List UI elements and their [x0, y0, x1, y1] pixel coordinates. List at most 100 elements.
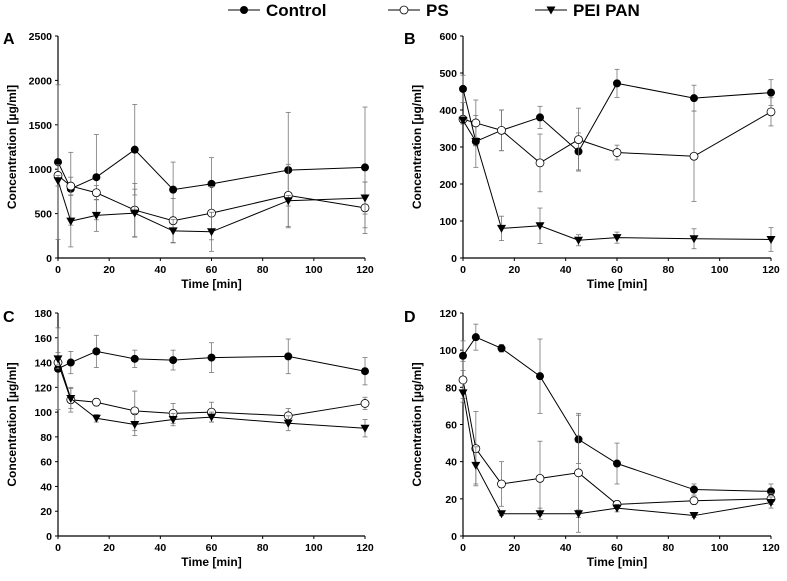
- y-axis-label: Concentration [µg/ml]: [410, 362, 424, 486]
- y-tick-label: 600: [439, 31, 457, 43]
- marker-control: [240, 6, 248, 14]
- x-tick-label: 20: [103, 542, 115, 554]
- y-tick-label: 40: [40, 481, 52, 493]
- y-axis-label: Concentration [µg/ml]: [410, 85, 424, 209]
- x-tick-label: 20: [508, 542, 520, 554]
- y-tick-label: 120: [439, 308, 457, 320]
- marker-control: [459, 351, 467, 360]
- y-tick-label: 180: [34, 308, 52, 320]
- series-line: [57, 358, 366, 429]
- marker-ps: [458, 375, 468, 385]
- marker-control: [361, 163, 369, 172]
- marker-ps: [689, 496, 699, 506]
- x-axis-label: Time [min]: [181, 555, 241, 569]
- marker-pei-pan: [130, 209, 140, 218]
- marker-ps: [574, 468, 583, 478]
- series-line: [462, 120, 772, 241]
- marker-ps: [471, 118, 481, 128]
- marker-pei-pan: [471, 461, 481, 470]
- panel-B: B 0 100 200 300 400 500 600 0 20 40 60 80 100 120 Time …: [404, 31, 780, 291]
- panel-A: A 0 500 1000 1500 2000 2500 0 20 40 60 80 100 120 Time…: [3, 31, 374, 291]
- marker-ps: [612, 148, 622, 157]
- marker-pei-pan: [612, 504, 622, 513]
- y-tick-label: 80: [445, 382, 457, 394]
- marker-pei-pan: [546, 6, 556, 15]
- marker-pei-pan: [360, 424, 370, 433]
- y-tick-label: 100: [34, 407, 52, 419]
- y-tick-label: 200: [439, 179, 457, 191]
- marker-pei-pan: [168, 227, 178, 236]
- x-tick-label: 120: [762, 264, 780, 276]
- legend-item: PS: [388, 1, 449, 20]
- x-tick-label: 60: [611, 264, 623, 276]
- marker-control: [207, 353, 216, 362]
- marker-pei-pan: [207, 413, 216, 422]
- x-axis-label: Time [min]: [181, 277, 241, 291]
- panel-label: A: [3, 31, 15, 48]
- marker-pei-pan: [168, 416, 178, 425]
- marker-control: [536, 372, 544, 381]
- y-tick-label: 20: [445, 494, 457, 506]
- series-line: [462, 379, 772, 505]
- marker-pei-pan: [574, 236, 583, 245]
- marker-pei-pan: [53, 355, 63, 364]
- y-tick-label: 60: [40, 457, 52, 469]
- marker-pei-pan: [497, 510, 506, 519]
- series-ps: [458, 97, 776, 202]
- series-pei-pan: [458, 383, 776, 521]
- marker-control: [92, 173, 101, 182]
- legend-label: PS: [426, 1, 449, 20]
- series-pei-pan: [53, 352, 370, 438]
- y-tick-label: 1000: [29, 164, 53, 176]
- marker-pei-pan: [458, 389, 468, 398]
- marker-control: [66, 358, 75, 367]
- legend: Control PS PEI PAN: [228, 1, 640, 20]
- marker-pei-pan: [207, 228, 216, 237]
- series-control: [459, 323, 775, 500]
- marker-control: [459, 84, 467, 93]
- y-tick-label: 40: [445, 457, 457, 469]
- marker-pei-pan: [689, 235, 699, 244]
- x-tick-label: 0: [460, 264, 466, 276]
- marker-ps: [66, 181, 76, 191]
- marker-ps: [497, 479, 506, 489]
- marker-pei-pan: [458, 116, 468, 125]
- y-tick-label: 100: [439, 345, 457, 357]
- marker-control: [536, 113, 544, 122]
- marker-control: [767, 88, 775, 97]
- marker-control: [169, 356, 178, 365]
- marker-pei-pan: [91, 414, 101, 423]
- marker-control: [130, 354, 139, 363]
- y-tick-label: 120: [34, 382, 52, 394]
- marker-pei-pan: [766, 236, 776, 244]
- x-tick-label: 0: [55, 264, 61, 276]
- x-tick-label: 0: [460, 542, 466, 554]
- x-tick-label: 40: [154, 264, 166, 276]
- x-tick-label: 60: [206, 542, 218, 554]
- x-tick-label: 120: [356, 542, 374, 554]
- x-tick-label: 20: [508, 264, 520, 276]
- y-tick-label: 2000: [29, 75, 53, 87]
- y-tick-label: 0: [451, 253, 457, 265]
- marker-ps: [360, 399, 370, 408]
- y-tick-label: 300: [439, 142, 457, 154]
- x-tick-label: 80: [257, 542, 269, 554]
- panel-label: C: [3, 309, 15, 326]
- marker-pei-pan: [66, 217, 76, 226]
- panel-label: D: [404, 309, 416, 326]
- x-tick-label: 100: [711, 264, 729, 276]
- x-axis-label: Time [min]: [587, 277, 647, 291]
- marker-control: [690, 94, 698, 103]
- y-axis-label: Concentration [µg/ml]: [5, 85, 19, 209]
- series-pei-pan: [458, 116, 776, 252]
- x-tick-label: 0: [55, 542, 61, 554]
- marker-ps: [574, 135, 583, 145]
- marker-pei-pan: [283, 419, 293, 428]
- marker-pei-pan: [66, 394, 76, 403]
- marker-control: [207, 179, 216, 188]
- y-tick-label: 500: [34, 209, 52, 221]
- marker-ps: [91, 188, 101, 198]
- y-tick-label: 160: [34, 333, 52, 345]
